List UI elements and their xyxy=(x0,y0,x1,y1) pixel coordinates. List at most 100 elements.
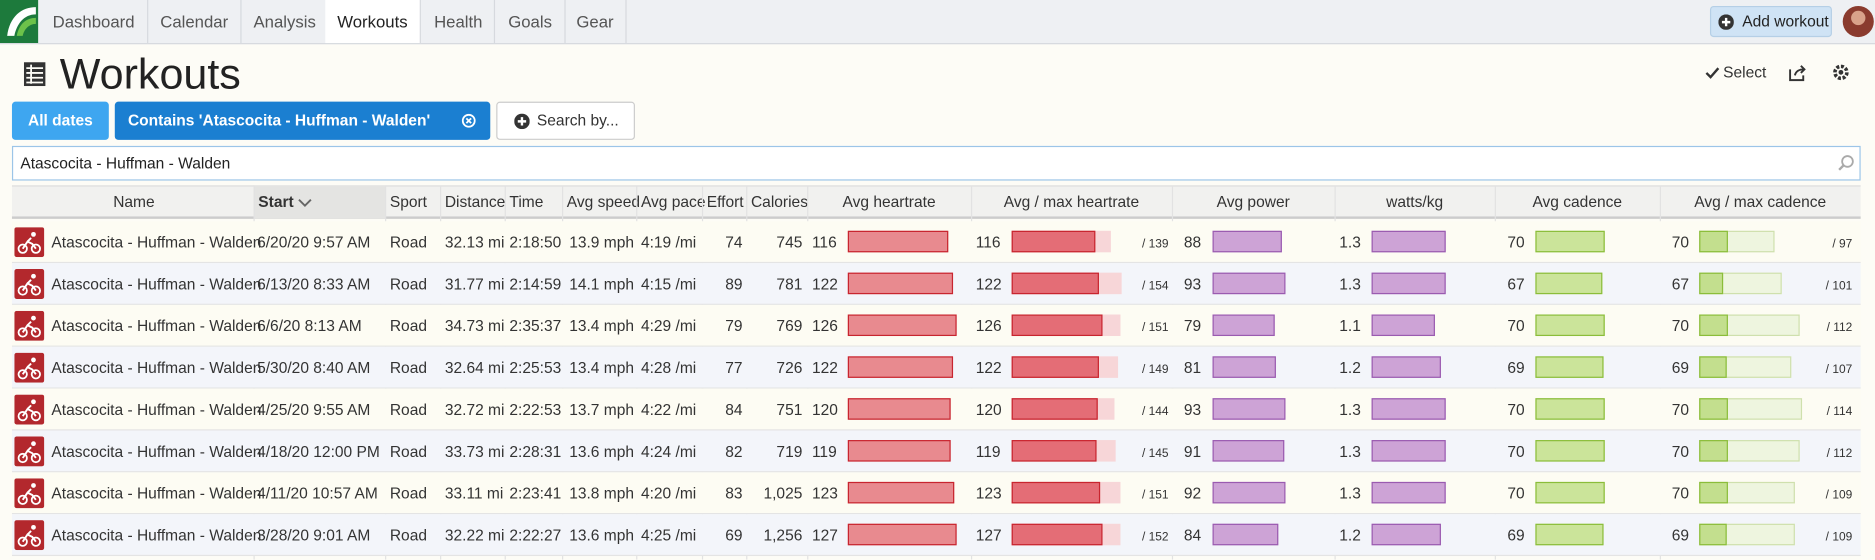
power-bar xyxy=(1212,230,1282,253)
column-header[interactable]: Avg heartrate xyxy=(842,192,936,211)
column-header[interactable]: Time xyxy=(509,192,544,211)
heartrate-bar xyxy=(847,314,957,337)
add-workout-button[interactable]: Add workout xyxy=(1709,5,1832,38)
avg-heartrate: 120 xyxy=(975,400,1002,419)
table-row[interactable]: Atascocita - Huffman - Walden 4/11/20 10:… xyxy=(11,472,1861,515)
avg-speed: 14.1 mph xyxy=(569,275,635,293)
avg-cadence: 67 xyxy=(1671,275,1690,293)
select-button[interactable]: Select xyxy=(1723,63,1767,82)
sport: Road xyxy=(389,316,427,335)
max-heartrate: / 144 xyxy=(1141,405,1169,419)
max-heartrate: / 152 xyxy=(1141,530,1169,545)
avg-power: 79 xyxy=(1183,316,1202,335)
search-by-label: Search by... xyxy=(536,111,619,130)
nav-item[interactable]: Health xyxy=(422,0,496,44)
effort: 84 xyxy=(725,400,743,419)
column-header[interactable]: Avg / max heartrate xyxy=(1003,192,1140,211)
column-header[interactable]: watts/kg xyxy=(1386,192,1444,211)
sport-icon xyxy=(14,394,45,425)
calories: 719 xyxy=(776,442,803,461)
column-header[interactable]: Avg speed xyxy=(566,192,640,211)
table-row[interactable]: Atascocita - Huffman - Walden 3/28/20 9:0… xyxy=(11,514,1861,557)
settings-icon[interactable] xyxy=(1832,63,1850,81)
logo[interactable] xyxy=(0,0,39,44)
watts-per-kg-bar xyxy=(1371,398,1447,420)
cadence-bar xyxy=(1535,523,1604,546)
avg-cadence: 70 xyxy=(1671,233,1690,252)
max-heartrate: / 139 xyxy=(1141,237,1169,252)
nav-item[interactable]: Analysis xyxy=(242,0,330,44)
nav-item[interactable]: Dashboard xyxy=(41,0,148,44)
avg-cadence: 67 xyxy=(1507,275,1525,293)
table-row[interactable]: Atascocita - Huffman - Walden 4/25/20 9:5… xyxy=(11,388,1861,431)
avg-pace: 4:22 /mi xyxy=(640,400,697,419)
avg-heartrate: 126 xyxy=(975,316,1002,335)
avg-cadence: 70 xyxy=(1671,442,1690,461)
cadence-bar xyxy=(1535,398,1605,420)
cadence-bar xyxy=(1535,314,1605,337)
heartrate-bar xyxy=(847,272,953,295)
sort-arrow xyxy=(298,199,312,208)
workout-name: Atascocita - Huffman - Walden xyxy=(51,358,262,377)
column-header[interactable]: Avg pace xyxy=(640,192,706,211)
power-bar xyxy=(1212,314,1275,337)
column-header[interactable]: Sport xyxy=(389,192,427,211)
all-dates-filter[interactable]: All dates xyxy=(11,101,109,140)
avg-heartrate: 123 xyxy=(975,484,1002,503)
column-header[interactable]: Effort xyxy=(706,192,744,211)
column-header[interactable]: Name xyxy=(113,192,155,211)
table-row[interactable]: Atascocita - Huffman - Walden 6/13/20 8:3… xyxy=(11,263,1861,305)
nav-item[interactable]: Goals xyxy=(496,0,566,44)
table-row[interactable]: Atascocita - Huffman - Walden 6/6/20 8:13… xyxy=(11,304,1861,347)
column-header[interactable]: Distance xyxy=(444,192,506,211)
nav-item[interactable]: Calendar xyxy=(148,0,242,44)
table-row[interactable]: Atascocita - Huffman - Walden 4/18/20 12:… xyxy=(11,430,1861,473)
nav-item[interactable]: Gear xyxy=(564,0,627,44)
sport: Road xyxy=(389,233,427,252)
avg-cadence: 70 xyxy=(1671,316,1690,335)
heartrate-bar xyxy=(847,523,958,546)
calories: 1,025 xyxy=(763,484,803,503)
nav-item[interactable]: Workouts xyxy=(325,0,421,44)
avg-heartrate: 126 xyxy=(811,316,838,335)
column-header[interactable]: Calories xyxy=(750,192,808,211)
column-header[interactable]: Avg / max cadence xyxy=(1694,192,1827,211)
avg-heartrate-bar xyxy=(1011,440,1098,462)
sorted-header xyxy=(253,185,386,219)
page-title: Workouts xyxy=(59,49,241,99)
column-header[interactable]: Start xyxy=(258,192,294,211)
contains-filter[interactable]: Contains 'Atascocita - Huffman - Walden' xyxy=(114,101,491,140)
distance: 34.73 mi xyxy=(444,316,505,335)
duration: 2:22:27 xyxy=(509,526,562,545)
max-cadence: / 97 xyxy=(1832,237,1853,252)
avg-cadence-bar xyxy=(1699,398,1728,420)
avg-heartrate-bar xyxy=(1011,481,1100,504)
power-bar xyxy=(1212,523,1279,546)
avg-pace: 4:28 /mi xyxy=(640,358,697,377)
remove-filter-icon[interactable] xyxy=(461,113,476,128)
table-row[interactable]: Atascocita - Huffman - Walden 6/20/20 9:5… xyxy=(11,221,1861,264)
search-by-button[interactable]: Search by... xyxy=(496,101,635,140)
start-date: 5/30/20 8:40 AM xyxy=(257,358,371,377)
share-icon[interactable] xyxy=(1789,65,1807,82)
avg-heartrate: 116 xyxy=(975,233,1001,252)
avg-pace: 4:29 /mi xyxy=(640,316,697,335)
avg-power: 88 xyxy=(1183,233,1202,252)
workout-name: Atascocita - Huffman - Walden xyxy=(51,484,262,503)
search-input[interactable]: Atascocita - Huffman - Walden xyxy=(11,145,1861,181)
column-header[interactable]: Avg cadence xyxy=(1532,192,1623,211)
sport-icon xyxy=(14,478,45,509)
duration: 2:22:53 xyxy=(509,400,562,419)
avg-cadence: 69 xyxy=(1507,526,1525,545)
avg-speed: 13.6 mph xyxy=(569,442,635,461)
watts-per-kg-bar xyxy=(1371,440,1447,462)
avg-power: 81 xyxy=(1183,358,1202,377)
sport-icon xyxy=(14,310,45,341)
distance: 32.13 mi xyxy=(444,233,505,252)
max-cadence: / 114 xyxy=(1826,405,1853,419)
heartrate-bar xyxy=(847,230,948,253)
avatar[interactable] xyxy=(1842,5,1875,38)
column-header[interactable]: Avg power xyxy=(1216,192,1290,211)
avg-heartrate: 122 xyxy=(975,275,1002,293)
table-row[interactable]: Atascocita - Huffman - Walden 5/30/20 8:4… xyxy=(11,346,1861,389)
